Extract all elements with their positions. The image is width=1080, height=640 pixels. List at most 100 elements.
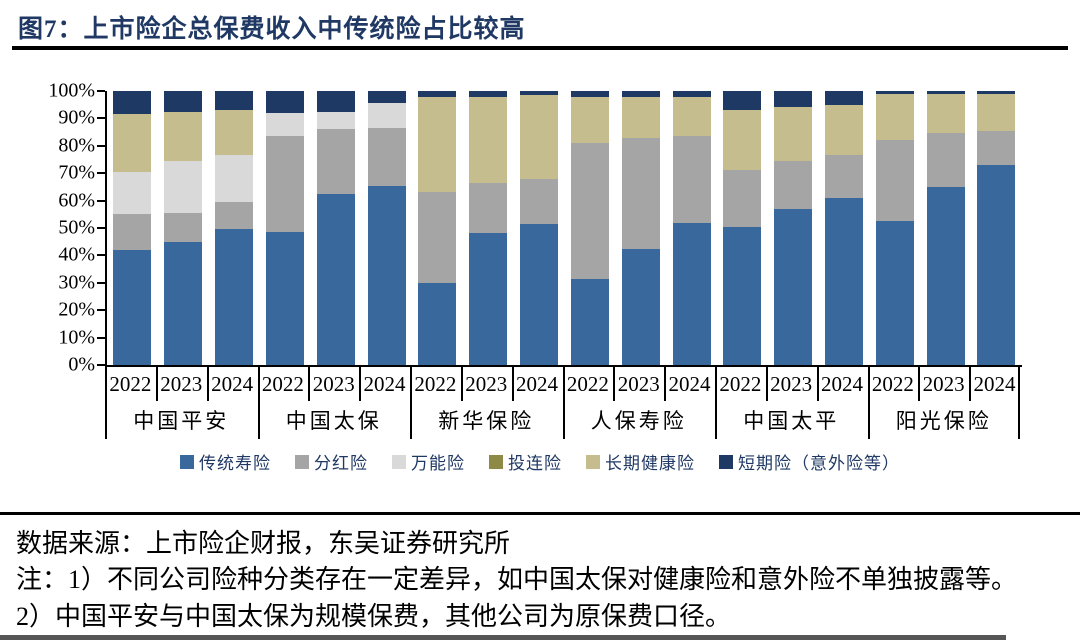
segment-universal (164, 160, 203, 213)
x-axis-separator (969, 367, 972, 401)
x-tick-year: 2023 (160, 371, 203, 396)
x-tick-year: 2023 (312, 371, 355, 396)
bar-slot (615, 91, 666, 365)
segment-participating (215, 201, 254, 230)
stacked-bar-中国平安-2023 (164, 91, 203, 365)
x-tick-year: 2023 (922, 371, 965, 396)
x-tick-year: 2024 (821, 371, 863, 396)
bar-slot (666, 91, 717, 365)
segment-participating (418, 192, 457, 283)
stacked-bar-人保寿险-2022 (570, 91, 609, 365)
segment-traditional-life (875, 221, 914, 365)
segment-traditional-life (825, 197, 863, 365)
legend-item-investment-linked: 投连险 (489, 449, 562, 474)
segment-long-term-health (469, 96, 508, 183)
segment-participating (570, 143, 609, 279)
x-axis: 2022 2023 2024 2022 2023 2024 2022 2023 2024 2022… (105, 367, 1020, 439)
y-tick-label: 100% (48, 79, 95, 102)
stacked-bar-阳光保险-2022 (875, 91, 914, 365)
y-tick-label: 30% (58, 271, 95, 294)
x-tick-year: 2022 (566, 371, 609, 396)
legend-item-universal: 万能险 (392, 449, 465, 474)
segment-traditional-life (774, 208, 813, 365)
x-tick-year: 2024 (363, 371, 406, 396)
segment-long-term-health (672, 96, 711, 137)
segment-short-term-accident (367, 91, 406, 104)
segment-traditional-life (621, 248, 660, 365)
legend-item-traditional-life: 传统寿险 (180, 449, 271, 474)
segment-participating (164, 212, 203, 242)
legend-label: 传统寿险 (199, 454, 271, 473)
bar-slot (564, 91, 615, 365)
legend-swatch-icon (392, 454, 406, 469)
segment-traditional-life (723, 226, 762, 365)
x-tick-year: 2024 (973, 371, 1016, 396)
legend-label: 万能险 (411, 454, 465, 473)
x-axis-separator (308, 367, 311, 401)
segment-long-term-health (215, 110, 254, 156)
x-tick-year: 2024 (516, 371, 559, 396)
segment-long-term-health (774, 107, 813, 161)
legend-swatch-icon (586, 454, 600, 469)
x-group-label-company: 中国平安 (133, 409, 230, 433)
bar-slot (310, 91, 361, 365)
segment-short-term-accident (825, 91, 863, 105)
x-axis-separator (155, 367, 158, 401)
bar-slot (412, 91, 463, 365)
x-tick-year: 2022 (871, 371, 914, 396)
segment-traditional-life (570, 278, 609, 365)
y-tick-mark (97, 199, 105, 202)
segment-participating (316, 129, 355, 194)
segment-participating (113, 214, 152, 250)
segment-short-term-accident (418, 91, 457, 97)
segment-participating (520, 178, 559, 224)
segment-short-term-accident (520, 91, 559, 96)
segment-long-term-health (926, 93, 965, 134)
x-axis-separator (613, 367, 616, 401)
segment-long-term-health (825, 104, 863, 156)
legend-label: 短期险（意外险等） (738, 454, 900, 473)
bar-slot (768, 91, 819, 365)
segment-participating (774, 160, 813, 209)
stacked-bar-新华保险-2023 (469, 91, 508, 365)
stacked-bar-阳光保险-2024 (977, 91, 1016, 365)
x-tick-year: 2024 (211, 371, 254, 396)
segment-short-term-accident (723, 91, 762, 111)
segment-participating (672, 136, 711, 223)
y-tick-mark (97, 281, 105, 284)
stacked-bar-人保寿险-2024 (672, 91, 711, 365)
segment-short-term-accident (672, 91, 711, 97)
segment-participating (977, 130, 1016, 165)
segment-long-term-health (875, 93, 914, 141)
x-tick-year: 2023 (617, 371, 660, 396)
segment-short-term-accident (469, 91, 508, 97)
x-axis-separator (105, 367, 107, 439)
segment-traditional-life (469, 233, 508, 365)
segment-universal (113, 171, 152, 215)
segment-participating (265, 136, 304, 233)
x-tick-year: 2023 (465, 371, 508, 396)
bars-container (107, 91, 1022, 365)
bar-slot (209, 91, 260, 365)
bar-slot (869, 91, 920, 365)
segment-short-term-accident (265, 91, 304, 113)
legend-label: 分红险 (314, 454, 368, 473)
x-group-label-company: 中国太平 (743, 409, 840, 433)
footer-divider (0, 512, 1080, 515)
segment-universal (265, 112, 304, 137)
segment-participating (825, 155, 863, 198)
y-tick-label: 50% (58, 216, 95, 239)
note-text-2: 2）中国平安与中国太保为规模保费，其他公司为原保费口径。 (16, 602, 732, 631)
y-tick-mark (97, 90, 105, 92)
segment-long-term-health (113, 114, 152, 172)
page-bottom-edge-line (0, 635, 1006, 640)
y-tick-label: 40% (58, 243, 95, 266)
segment-participating (875, 140, 914, 222)
y-tick-label: 0% (68, 353, 95, 376)
x-axis-separator (918, 367, 921, 401)
segment-short-term-accident (215, 91, 254, 111)
x-group-label-company: 新华保险 (438, 409, 535, 433)
legend-label: 长期健康险 (605, 454, 695, 473)
segment-long-term-health (723, 110, 762, 171)
